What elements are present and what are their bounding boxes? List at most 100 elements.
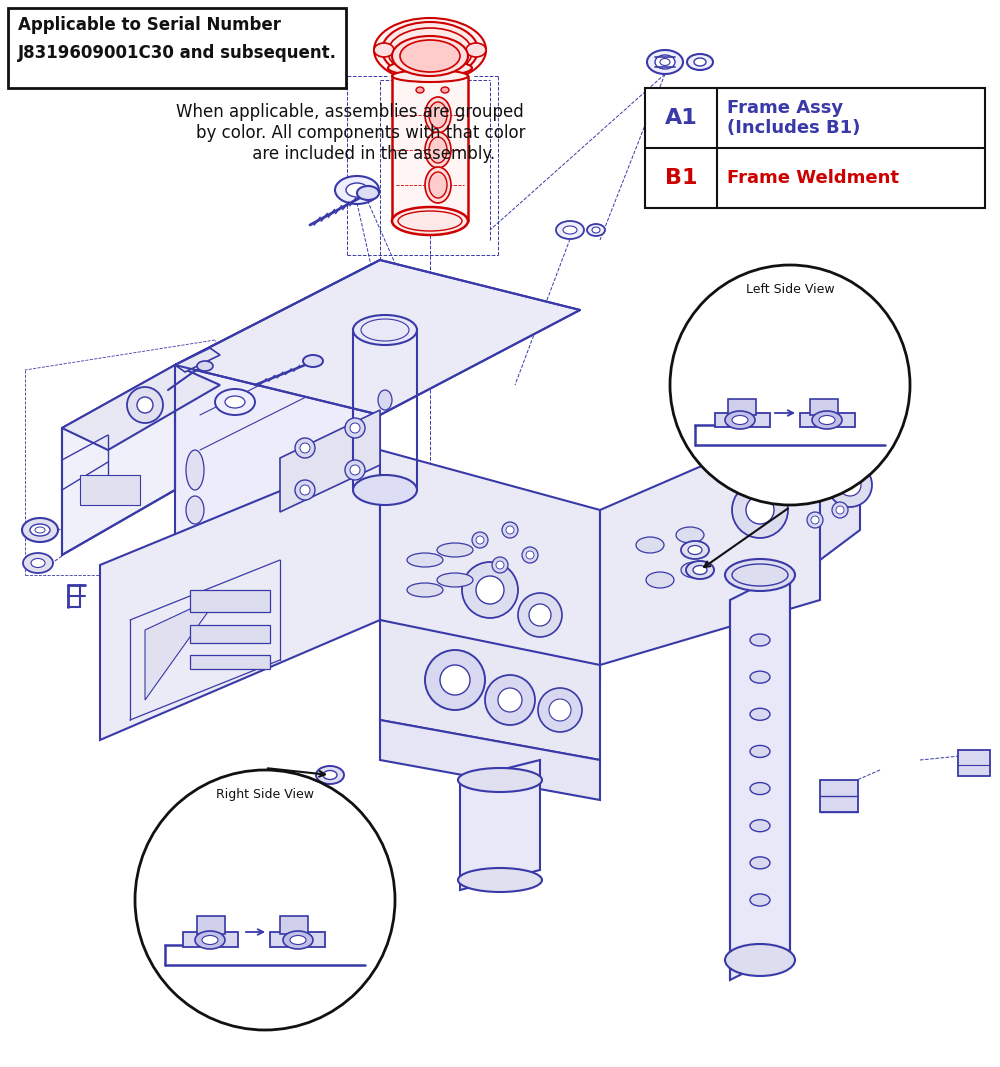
Text: Right Side View: Right Side View [216,789,314,801]
Bar [728,399,756,415]
Polygon shape [62,365,175,555]
Bar [190,590,270,612]
Polygon shape [280,410,380,512]
Ellipse shape [407,583,443,598]
Circle shape [526,551,534,559]
Ellipse shape [466,43,486,57]
Ellipse shape [636,537,664,553]
Bar [190,655,270,669]
Circle shape [300,443,310,453]
Ellipse shape [750,746,770,758]
Ellipse shape [725,559,795,591]
Ellipse shape [353,315,417,345]
Circle shape [498,688,522,712]
Polygon shape [100,450,380,740]
Circle shape [518,593,562,637]
Circle shape [522,547,538,563]
Polygon shape [380,450,600,680]
Circle shape [746,496,774,524]
Circle shape [345,418,365,437]
Ellipse shape [283,931,313,949]
Bar [190,625,270,643]
Bar [645,87,985,208]
Circle shape [538,688,582,732]
Ellipse shape [186,496,204,524]
Circle shape [549,699,571,721]
Ellipse shape [407,553,443,567]
Ellipse shape [686,561,714,579]
Ellipse shape [388,60,472,76]
Circle shape [492,557,508,573]
Circle shape [350,423,360,433]
Ellipse shape [688,545,702,555]
Ellipse shape [392,207,468,235]
Ellipse shape [392,70,468,82]
Circle shape [462,562,518,618]
Ellipse shape [750,819,770,831]
Circle shape [529,604,551,626]
Circle shape [345,460,365,480]
Ellipse shape [186,450,204,490]
Circle shape [670,265,910,505]
Ellipse shape [681,562,709,578]
Ellipse shape [374,43,394,57]
Ellipse shape [195,931,225,949]
Ellipse shape [225,396,245,408]
Circle shape [832,501,848,517]
Ellipse shape [646,572,674,588]
Text: J8319609001C30 and subsequent.: J8319609001C30 and subsequent. [18,44,337,62]
Circle shape [300,485,310,495]
Ellipse shape [592,227,600,233]
Ellipse shape [353,475,417,505]
Ellipse shape [458,768,542,792]
Ellipse shape [378,391,392,410]
Ellipse shape [374,18,486,82]
Text: Left Side View: Left Side View [746,283,834,296]
Text: Frame Weldment: Frame Weldment [727,169,899,187]
Bar [810,399,838,415]
Polygon shape [600,445,820,665]
Ellipse shape [647,50,683,74]
Text: B1: B1 [665,168,697,188]
Bar [820,780,858,812]
Ellipse shape [429,102,447,128]
Ellipse shape [750,708,770,720]
Ellipse shape [22,517,58,542]
Ellipse shape [750,857,770,869]
Polygon shape [175,260,380,566]
Circle shape [485,675,535,724]
Ellipse shape [437,543,473,557]
Ellipse shape [725,411,755,429]
Ellipse shape [655,55,675,69]
Ellipse shape [441,87,449,93]
Ellipse shape [429,172,447,198]
Ellipse shape [687,54,713,70]
Text: When applicable, assemblies are grouped
    by color. All components with that c: When applicable, assemblies are grouped … [175,103,526,162]
Circle shape [135,770,395,1030]
Ellipse shape [812,411,842,429]
Ellipse shape [323,770,337,780]
Ellipse shape [31,558,45,568]
Circle shape [496,561,504,569]
Ellipse shape [725,944,795,976]
Circle shape [476,576,504,604]
Circle shape [137,397,153,413]
Circle shape [127,387,163,423]
Ellipse shape [425,132,451,168]
Ellipse shape [23,553,53,573]
Circle shape [839,474,861,496]
Polygon shape [380,720,600,800]
Ellipse shape [750,782,770,795]
Polygon shape [62,365,220,450]
Circle shape [506,526,514,534]
Bar [8,7,346,87]
Ellipse shape [750,894,770,906]
Ellipse shape [400,39,460,71]
Circle shape [732,482,788,538]
Bar [715,413,770,427]
Circle shape [295,480,315,500]
Circle shape [502,522,518,538]
Bar [197,915,225,934]
Ellipse shape [819,415,835,425]
Bar [183,931,238,947]
